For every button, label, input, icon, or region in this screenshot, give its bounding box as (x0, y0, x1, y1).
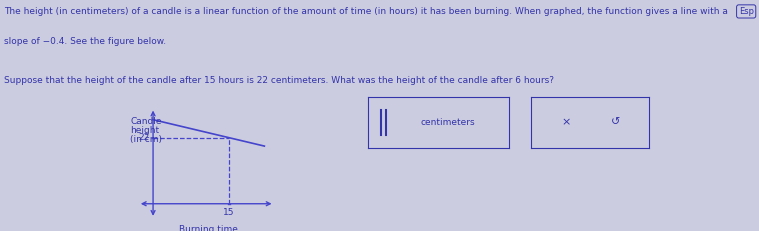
Text: centimeters: centimeters (420, 118, 475, 127)
Text: 15: 15 (223, 208, 235, 217)
Text: Suppose that the height of the candle after 15 hours is 22 centimeters. What was: Suppose that the height of the candle af… (4, 76, 554, 85)
Text: The height (in centimeters) of a candle is a linear function of the amount of ti: The height (in centimeters) of a candle … (4, 7, 728, 16)
Text: (in cm): (in cm) (131, 135, 162, 144)
Text: height: height (131, 126, 159, 135)
Text: ↺: ↺ (611, 117, 621, 128)
Text: 22: 22 (139, 133, 150, 142)
Text: Burning time: Burning time (179, 225, 238, 231)
Text: Esp: Esp (739, 7, 754, 16)
Text: ×: × (562, 117, 572, 128)
Text: Candle: Candle (131, 117, 162, 126)
Text: slope of −0.4. See the figure below.: slope of −0.4. See the figure below. (4, 37, 166, 46)
